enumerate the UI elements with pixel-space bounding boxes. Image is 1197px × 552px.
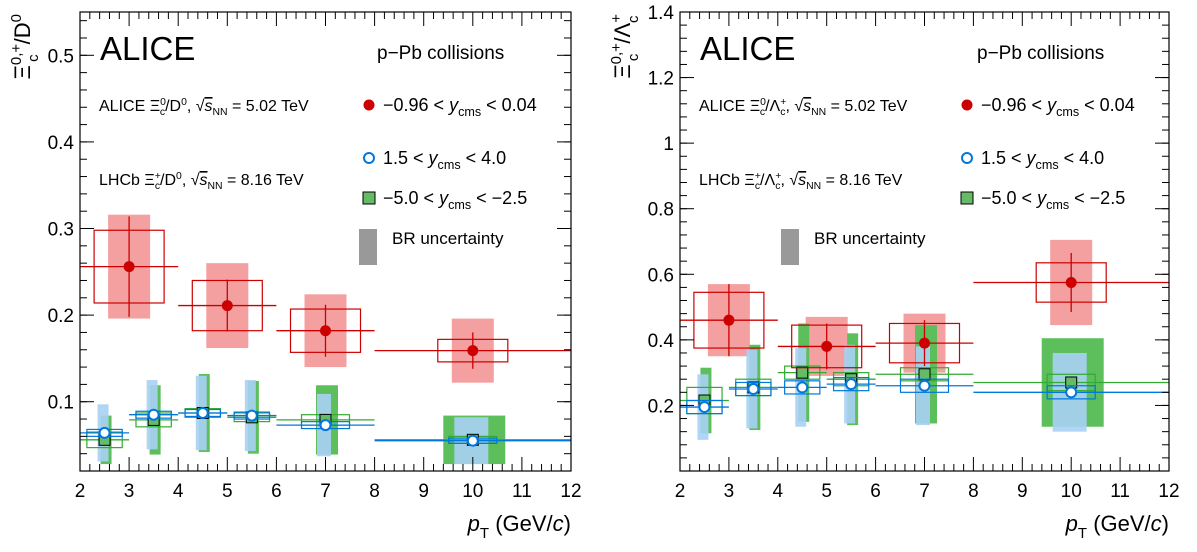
system-label: p−Pb collisions	[377, 43, 504, 64]
data-point-red	[320, 325, 331, 337]
data-point-blue	[147, 408, 160, 421]
x-tick-label: 10	[462, 481, 483, 502]
y-tick-label: 0.4	[648, 331, 675, 352]
x-tick-label: 7	[919, 481, 930, 502]
x-tick-label: 9	[1017, 481, 1028, 502]
y-tick-label: 1.2	[648, 69, 674, 90]
alice-energy-label: ALICE Ξ0 c/Λ+ c, √sNN = 5.02 TeV	[699, 97, 908, 118]
data-point-blue	[698, 401, 711, 414]
experiment-label: ALICE	[100, 30, 195, 67]
legend-marker-green	[362, 191, 376, 205]
data-point-blue	[845, 378, 858, 391]
legend-marker-red	[363, 99, 375, 111]
x-tick-label: 2	[675, 481, 686, 502]
legend-label-blue: 1.5 < ycms < 4.0	[981, 148, 1104, 172]
y-tick-label: 0.8	[648, 200, 674, 221]
x-tick-label: 12	[560, 481, 581, 502]
data-point-red	[221, 300, 233, 312]
data-point-blue	[466, 434, 479, 447]
x-tick-label: 8	[369, 481, 380, 502]
y-axis-title: Ξ0,+c/Λ+c	[608, 14, 642, 79]
legend-marker-red	[961, 99, 973, 111]
x-tick-label: 4	[773, 481, 784, 502]
data-point-red	[919, 337, 930, 349]
data-point-red	[467, 345, 479, 357]
x-tick-label: 9	[418, 481, 429, 502]
x-tick-label: 11	[1110, 481, 1130, 502]
y-tick-label: 0.5	[48, 46, 74, 67]
legend-label-br: BR uncertainty	[814, 229, 926, 248]
legend-label-red: −0.96 < ycms < 0.04	[383, 95, 537, 119]
lhcb-energy-label: LHCb Ξ+ c/Λ+ c, √sNN = 8.16 TeV	[699, 171, 903, 192]
legend-label-green: −5.0 < ycms < −2.5	[383, 188, 527, 212]
y-tick-label: 1.4	[648, 3, 675, 24]
data-point-red	[1065, 276, 1077, 288]
x-tick-label: 10	[1061, 481, 1082, 502]
legend-label-green: −5.0 < ycms < −2.5	[981, 188, 1125, 212]
y-tick-label: 1	[663, 134, 674, 155]
data-point-green	[918, 368, 931, 381]
x-tick-label: 4	[173, 481, 184, 502]
data-point-red	[723, 314, 735, 326]
data-point-blue	[319, 419, 332, 432]
y-tick-label: 0.3	[48, 220, 74, 241]
legend-marker-blue	[363, 152, 375, 164]
experiment-label: ALICE	[700, 30, 795, 67]
left-panel-ratio-to-d0: 2 3 4 5 6 7 8 9 10 11 12 0.1 0.2 0.3 0.4 0.5 pT (GeV/c) Ξ…	[8, 11, 582, 542]
data-point-blue	[1065, 386, 1078, 399]
y-tick-label: 0.2	[48, 306, 74, 327]
x-tick-label: 8	[968, 481, 979, 502]
legend-marker-blue	[961, 152, 973, 164]
y-tick-label: 0.2	[648, 396, 674, 417]
x-tick-label: 5	[222, 481, 233, 502]
data-point-blue	[918, 379, 931, 392]
x-tick-label: 6	[271, 481, 282, 502]
right-panel-ratio-to-lambdac: 2 3 4 5 6 7 8 9 10 11 12 0.2 0.4 0.6 0.8 1 1.2 1.4 pT (GeV…	[608, 3, 1180, 542]
y-tick-label: 0.4	[48, 133, 75, 154]
lhcb-energy-label: LHCb Ξ+ c/D0, √sNN = 8.16 TeV	[99, 171, 304, 192]
x-tick-label: 11	[512, 481, 532, 502]
system-label: p−Pb collisions	[977, 43, 1104, 64]
x-tick-label: 5	[821, 481, 832, 502]
data-point-blue	[98, 426, 111, 439]
x-tick-label: 3	[724, 481, 735, 502]
x-tick-label: 2	[75, 481, 86, 502]
x-tick-label: 3	[124, 481, 135, 502]
data-point-red	[123, 261, 135, 273]
data-point-blue	[796, 381, 809, 394]
data-point-green	[796, 366, 809, 379]
legend-br-band	[781, 229, 799, 265]
y-tick-label: 0.6	[648, 265, 674, 286]
legend-marker-green	[960, 191, 974, 205]
x-tick-label: 6	[870, 481, 881, 502]
legend-label-blue: 1.5 < ycms < 4.0	[383, 148, 506, 172]
x-tick-label: 7	[320, 481, 331, 502]
alice-energy-label: ALICE Ξ0 c/D0, √sNN = 5.02 TeV	[99, 97, 309, 118]
legend-br-band	[359, 229, 377, 265]
y-axis-title: Ξ0,+c/D0	[8, 14, 42, 79]
y-tick-label: 0.1	[48, 393, 74, 414]
legend-label-br: BR uncertainty	[392, 229, 504, 248]
data-point-blue	[245, 409, 258, 422]
x-axis-title: pT (GeV/c)	[467, 511, 571, 542]
data-point-blue	[747, 383, 760, 396]
x-tick-label: 12	[1158, 481, 1179, 502]
data-point-red	[821, 340, 833, 352]
legend-label-red: −0.96 < ycms < 0.04	[981, 95, 1135, 119]
data-point-blue	[196, 406, 209, 419]
x-axis-title: pT (GeV/c)	[1065, 511, 1169, 542]
